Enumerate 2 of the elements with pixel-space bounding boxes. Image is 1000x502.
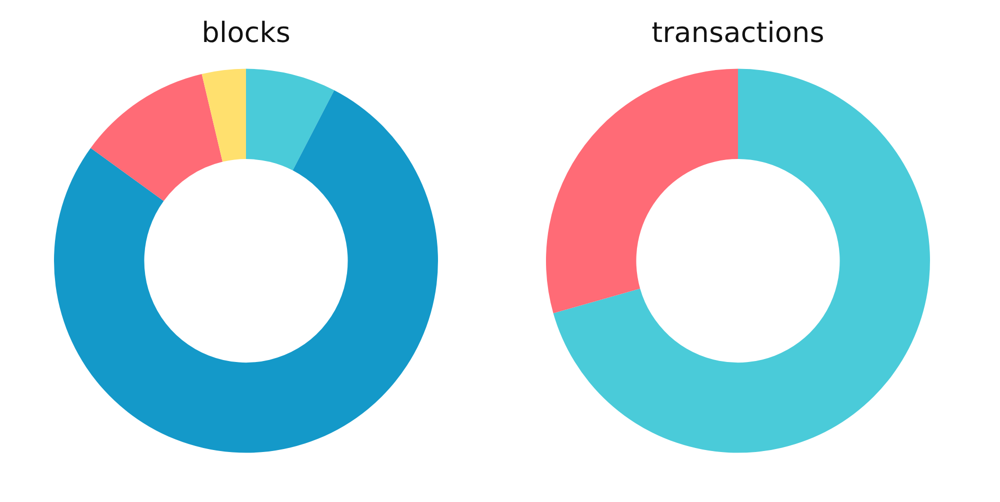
chart-title: transactions (652, 16, 824, 50)
chart-title: blocks (202, 16, 290, 50)
